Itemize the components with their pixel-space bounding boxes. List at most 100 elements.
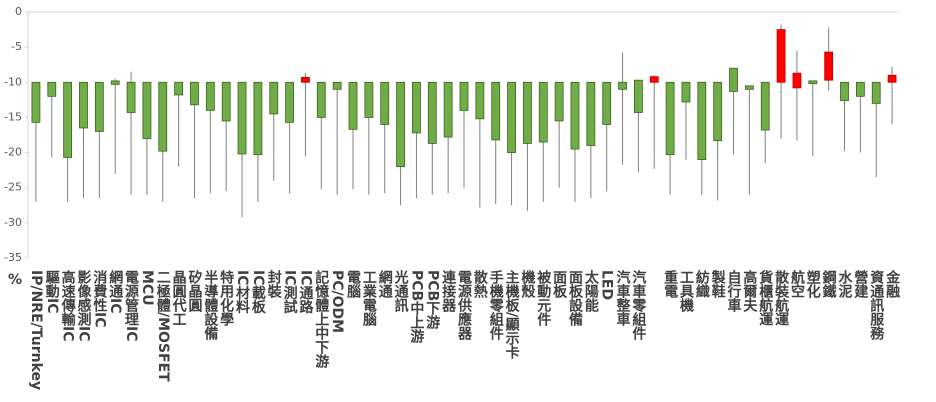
x-tick-label: 驅動IC	[43, 270, 60, 314]
x-tick-label: 半導體設備	[202, 270, 219, 340]
x-tick-label: 高速傳輸IC	[59, 270, 76, 342]
x-tick-label: 金融	[884, 270, 901, 298]
x-tick-label: 手機零組件	[487, 270, 504, 340]
x-tick-label: 資通訊服務	[868, 270, 885, 340]
candle-body	[887, 74, 897, 83]
candle-body	[47, 81, 57, 97]
candle-body	[824, 51, 834, 81]
candle-body	[507, 81, 516, 153]
y-axis-label: %	[8, 272, 23, 288]
x-tick-label: 紡織	[693, 270, 710, 298]
x-tick-label: 光通訊	[392, 270, 409, 312]
y-tick-label: -10	[4, 75, 22, 88]
candle-body	[348, 81, 358, 130]
candle-body	[840, 81, 849, 101]
candle-body	[792, 72, 802, 89]
candle-body	[142, 81, 152, 139]
candle-body	[269, 81, 279, 115]
candle-body	[221, 81, 231, 122]
x-tick-label: 電源供應器	[456, 270, 472, 340]
candle-body	[649, 76, 659, 83]
candle-body	[126, 81, 136, 113]
y-tick-label: -25	[4, 181, 22, 194]
x-tick-label: 汽車整車	[614, 270, 631, 326]
x-tick-label: 網通	[376, 270, 393, 298]
x-tick-label: 消費性IC	[91, 270, 108, 328]
candle-body	[31, 81, 41, 123]
candle-body	[380, 81, 390, 125]
y-tick-label: -5	[11, 40, 22, 53]
candle-body	[538, 81, 548, 143]
y-tick-label: -20	[4, 146, 22, 159]
candle-body	[570, 81, 580, 150]
candle-body	[190, 81, 199, 106]
x-tick-label: 工具機	[677, 270, 694, 312]
candle-body	[808, 80, 818, 85]
candle-body	[475, 81, 485, 120]
x-tick-label: 散熱	[471, 270, 488, 298]
x-tick-label: 鋼鐵	[820, 270, 837, 298]
x-tick-label: 重電	[662, 270, 679, 298]
candle-body	[301, 76, 310, 83]
candle-body	[618, 81, 627, 90]
candle-body	[855, 81, 865, 97]
candle-body	[110, 80, 120, 85]
candle-body	[174, 81, 184, 96]
x-tick-label: 電源管理IC	[123, 270, 140, 342]
x-tick-label: 太陽能	[582, 270, 599, 312]
x-tick-label: 網通IC	[107, 270, 124, 314]
candle-body	[94, 81, 104, 132]
candle-body	[602, 81, 612, 125]
candle-body	[523, 81, 532, 144]
x-tick-label: 影像感測IC	[75, 270, 92, 342]
y-tick-label: -35	[4, 251, 22, 264]
candle-body	[776, 29, 786, 83]
x-tick-label: MCU	[138, 270, 155, 306]
y-tick-label: -30	[4, 216, 22, 229]
candle-body	[396, 81, 405, 168]
candle-body	[554, 81, 564, 122]
candle-body	[205, 81, 215, 111]
candle-body	[459, 81, 469, 111]
candle-body	[332, 81, 342, 90]
x-tick-label: 航空	[788, 270, 805, 298]
x-tick-label: 機殼	[519, 270, 536, 298]
x-tick-label: PCB中上游	[408, 270, 425, 344]
candle-body	[634, 79, 643, 113]
x-tick-label: 電腦	[345, 270, 362, 298]
x-tick-label: 汽車零組件	[630, 270, 647, 340]
x-tick-label: 水泥	[836, 270, 853, 298]
x-tick-label: IC載板	[249, 270, 266, 314]
candle-body	[697, 81, 707, 160]
candle-body	[443, 81, 453, 138]
x-tick-label: 面板設備	[566, 270, 583, 326]
candle-body	[253, 81, 263, 156]
x-tick-label: 貨櫃航運	[757, 270, 774, 326]
x-tick-label: 塑化	[804, 270, 821, 298]
candle-body	[491, 81, 501, 141]
candle-body	[316, 81, 326, 118]
candle-body	[665, 81, 675, 156]
y-tick-label: -15	[4, 110, 22, 123]
x-tick-label: 自行車	[725, 270, 742, 312]
x-tick-label: 營建	[852, 270, 869, 298]
candle-body	[760, 81, 770, 131]
candle-body	[158, 81, 168, 152]
x-tick-label: 連接器	[440, 270, 457, 312]
x-tick-label: 二極體/MOSFET	[154, 270, 171, 382]
x-tick-label: IC測試	[281, 270, 298, 314]
x-tick-label: 記憶體上中下游	[313, 270, 330, 368]
candle-body	[729, 67, 738, 92]
candle-body	[79, 81, 88, 129]
x-tick-label: 晶圓代工	[170, 270, 187, 326]
x-tick-label: 被動元件	[535, 270, 552, 326]
x-tick-label: 特用化學	[218, 270, 235, 326]
x-tick-label: 製鞋	[709, 270, 726, 298]
x-tick-label: 矽晶圓	[186, 270, 203, 312]
x-tick-label: 散裝航運	[773, 270, 790, 326]
candle-body	[713, 81, 723, 142]
candle-body	[63, 81, 73, 158]
candle-body	[681, 81, 691, 103]
candle-body	[744, 85, 754, 90]
